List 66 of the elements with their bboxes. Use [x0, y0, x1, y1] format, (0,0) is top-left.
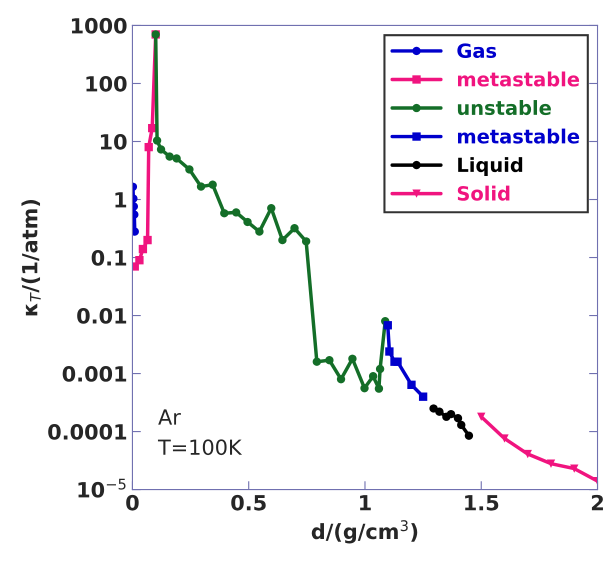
point [143, 236, 152, 244]
point [464, 432, 474, 440]
y-axis-title: κ$_{T}$/(1/atm) [21, 200, 41, 316]
point [374, 384, 384, 393]
annotation: T=100K [158, 439, 242, 456]
point [208, 180, 217, 189]
x-axis-title: d/(g/cm$^{3}$) [312, 520, 418, 544]
point [312, 358, 322, 366]
point [524, 450, 532, 458]
legend-label: Gas [457, 43, 496, 58]
point [220, 209, 228, 218]
point [407, 380, 416, 389]
point [172, 154, 181, 163]
y-tick-label: 10 [100, 134, 127, 150]
y-tick-label: 0.0001 [48, 424, 126, 440]
point [457, 420, 466, 430]
point [135, 256, 144, 264]
point [152, 136, 162, 145]
y-tick-label: 0.001 [62, 366, 126, 382]
point [144, 142, 153, 152]
legend-label: Liquid [458, 157, 522, 176]
point [336, 375, 346, 384]
y-tick-label: 10$^{−5}$ [78, 478, 126, 498]
point [243, 218, 252, 226]
point [196, 182, 206, 191]
point [385, 347, 394, 356]
point [132, 227, 139, 236]
point [325, 356, 334, 364]
point [348, 354, 357, 363]
point [302, 237, 310, 246]
point [360, 384, 369, 392]
point [393, 358, 402, 366]
x-tick-label: 2 [592, 494, 603, 510]
point [570, 464, 578, 473]
x-tick-label: 1.5 [465, 495, 498, 511]
y-tick-label: 100 [86, 76, 127, 92]
point [477, 412, 486, 421]
point [255, 227, 264, 236]
y-tick-label: 1 [115, 192, 126, 208]
point [165, 152, 174, 161]
point [156, 145, 166, 154]
legend-label: metastable [458, 128, 580, 144]
point [368, 372, 378, 380]
x-tick-label: 1 [360, 495, 371, 510]
point [278, 236, 287, 244]
y-tick-label: 0.01 [77, 308, 126, 324]
legend-label: unstable [458, 100, 551, 116]
x-tick-label: 0.5 [231, 494, 266, 511]
point [267, 204, 276, 212]
point [384, 321, 392, 330]
point [418, 392, 428, 401]
point [454, 414, 462, 422]
annotation: Ar [158, 409, 181, 425]
point [446, 410, 456, 418]
point [138, 244, 148, 254]
point [185, 165, 194, 174]
legend-label: Solid [458, 186, 510, 201]
point [232, 208, 240, 217]
point [290, 224, 299, 232]
point [435, 408, 444, 416]
point [376, 364, 384, 374]
point [546, 459, 556, 468]
y-tick-label: 0.1 [92, 250, 126, 266]
legend-label: metastable [458, 72, 580, 87]
y-tick-label: 1000 [72, 18, 127, 34]
x-tick-label: 0 [126, 494, 139, 511]
